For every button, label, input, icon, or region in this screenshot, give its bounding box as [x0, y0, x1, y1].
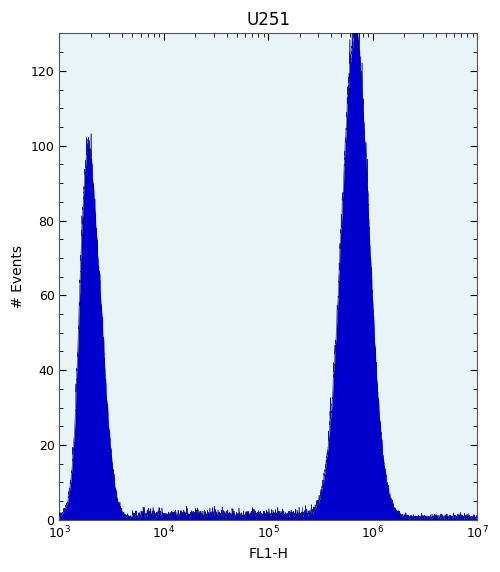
- X-axis label: FL1-H: FL1-H: [248, 547, 288, 561]
- Title: U251: U251: [246, 11, 290, 29]
- Y-axis label: # Events: # Events: [11, 245, 25, 308]
